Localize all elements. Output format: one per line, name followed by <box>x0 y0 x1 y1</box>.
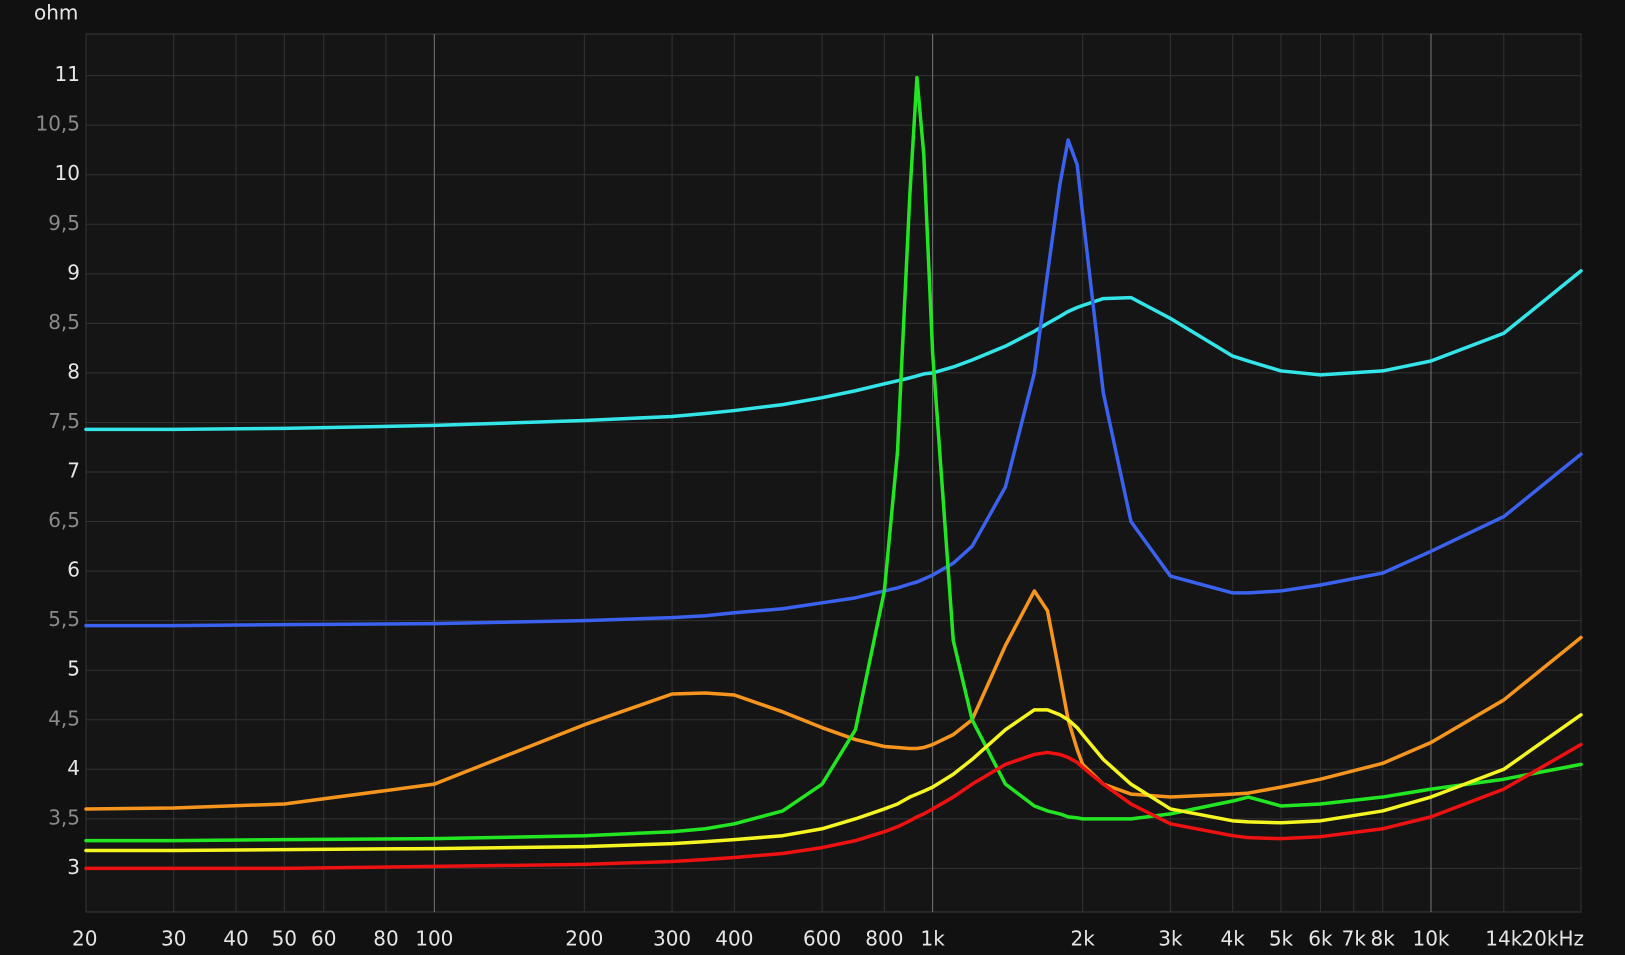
x-tick-label: 7k <box>1342 927 1367 951</box>
line-series <box>84 708 1583 853</box>
y-tick-label: 9,5 <box>48 211 80 235</box>
x-tick-label: 3k <box>1158 927 1183 951</box>
x-tick-label: 400 <box>715 927 753 951</box>
line-series <box>84 742 1583 871</box>
x-tick-label: 100 <box>415 927 453 951</box>
line-series <box>84 138 1583 628</box>
y-axis-label: ohm <box>34 1 78 25</box>
x-tick-label: 80 <box>373 927 398 951</box>
y-tick-label: 3 <box>67 855 80 879</box>
y-tick-label: 10 <box>55 161 80 185</box>
line-series <box>84 269 1583 432</box>
x-tick-label: 300 <box>653 927 691 951</box>
x-tick-label: 10k <box>1412 927 1449 951</box>
x-tick-label: 2k <box>1071 927 1096 951</box>
line-series <box>84 75 1583 843</box>
y-tick-label: 4,5 <box>48 706 80 730</box>
x-tick-label: 600 <box>803 927 841 951</box>
x-tick-label: 4k <box>1221 927 1246 951</box>
x-tick-label: 200 <box>565 927 603 951</box>
x-tick-label: 6k <box>1308 927 1333 951</box>
x-tick-label: 20 <box>72 927 97 951</box>
y-tick-label: 8,5 <box>48 310 80 334</box>
x-tick-label: 20kHz <box>1521 927 1584 951</box>
x-tick-label: 40 <box>223 927 248 951</box>
x-tick-label: 5k <box>1269 927 1294 951</box>
y-tick-label: 11 <box>55 62 80 86</box>
x-tick-label: 60 <box>311 927 336 951</box>
plot-area <box>85 33 1582 913</box>
y-tick-label: 4 <box>67 756 80 780</box>
y-tick-label: 6 <box>67 558 80 582</box>
y-tick-label: 9 <box>67 260 80 284</box>
x-tick-label: 14k <box>1485 927 1522 951</box>
x-tick-label: 50 <box>272 927 297 951</box>
x-tick-label: 8k <box>1371 927 1396 951</box>
y-tick-label: 7 <box>67 459 80 483</box>
x-tick-label: 800 <box>865 927 903 951</box>
y-tick-label: 3,5 <box>48 805 80 829</box>
y-tick-label: 7,5 <box>48 409 80 433</box>
y-tick-label: 6,5 <box>48 508 80 532</box>
y-tick-label: 5,5 <box>48 607 80 631</box>
x-tick-label: 1k <box>920 927 945 951</box>
x-tick-label: 30 <box>161 927 186 951</box>
y-tick-label: 5 <box>67 657 80 681</box>
y-tick-label: 10,5 <box>35 112 80 136</box>
y-tick-label: 8 <box>67 359 80 383</box>
